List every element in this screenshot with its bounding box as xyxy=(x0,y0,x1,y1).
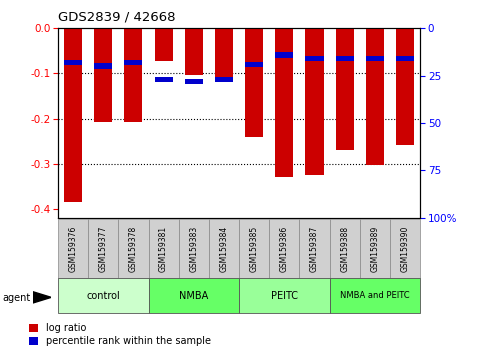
Bar xyxy=(209,219,239,278)
Bar xyxy=(330,278,420,313)
Bar xyxy=(88,219,118,278)
Text: control: control xyxy=(86,291,120,301)
Bar xyxy=(275,28,294,177)
Bar xyxy=(396,28,414,145)
Bar xyxy=(330,219,360,278)
Polygon shape xyxy=(33,292,51,303)
Text: GSM159378: GSM159378 xyxy=(129,225,138,272)
Text: GSM159389: GSM159389 xyxy=(370,225,380,272)
Bar xyxy=(366,28,384,165)
Text: GSM159387: GSM159387 xyxy=(310,225,319,272)
Bar xyxy=(245,62,263,67)
Text: GSM159385: GSM159385 xyxy=(250,225,259,272)
Bar xyxy=(366,56,384,61)
Bar xyxy=(185,28,203,75)
Bar xyxy=(149,219,179,278)
Bar xyxy=(64,28,82,202)
Bar xyxy=(239,278,330,313)
Bar xyxy=(155,77,173,82)
Bar xyxy=(396,56,414,61)
Text: agent: agent xyxy=(2,293,30,303)
Bar xyxy=(118,219,149,278)
Bar xyxy=(299,219,330,278)
Bar xyxy=(239,219,270,278)
Text: GSM159381: GSM159381 xyxy=(159,225,168,272)
Text: GSM159386: GSM159386 xyxy=(280,225,289,272)
Text: PEITC: PEITC xyxy=(271,291,298,301)
Text: GSM159384: GSM159384 xyxy=(219,225,228,272)
Bar xyxy=(185,79,203,84)
Text: GSM159377: GSM159377 xyxy=(99,225,108,272)
Bar xyxy=(270,219,299,278)
Bar xyxy=(306,28,324,175)
Bar xyxy=(215,28,233,79)
Bar xyxy=(245,28,263,137)
Bar xyxy=(94,28,113,122)
Bar xyxy=(149,278,239,313)
Text: GSM159388: GSM159388 xyxy=(340,225,349,272)
Bar xyxy=(58,219,88,278)
Bar xyxy=(390,219,420,278)
Text: GSM159376: GSM159376 xyxy=(69,225,78,272)
Bar xyxy=(58,278,149,313)
Text: NMBA: NMBA xyxy=(179,291,209,301)
Bar xyxy=(336,56,354,61)
Bar xyxy=(360,219,390,278)
Bar xyxy=(215,77,233,82)
Bar xyxy=(94,63,113,69)
Legend: log ratio, percentile rank within the sample: log ratio, percentile rank within the sa… xyxy=(29,324,211,346)
Bar xyxy=(306,56,324,61)
Bar xyxy=(179,219,209,278)
Text: NMBA and PEITC: NMBA and PEITC xyxy=(340,291,410,300)
Text: GDS2839 / 42668: GDS2839 / 42668 xyxy=(58,10,175,23)
Text: GSM159383: GSM159383 xyxy=(189,225,199,272)
Bar xyxy=(336,28,354,150)
Bar xyxy=(64,60,82,65)
Text: GSM159390: GSM159390 xyxy=(400,225,410,272)
Bar xyxy=(125,28,142,122)
Bar xyxy=(275,52,294,58)
Bar xyxy=(155,28,173,61)
Bar xyxy=(125,60,142,65)
